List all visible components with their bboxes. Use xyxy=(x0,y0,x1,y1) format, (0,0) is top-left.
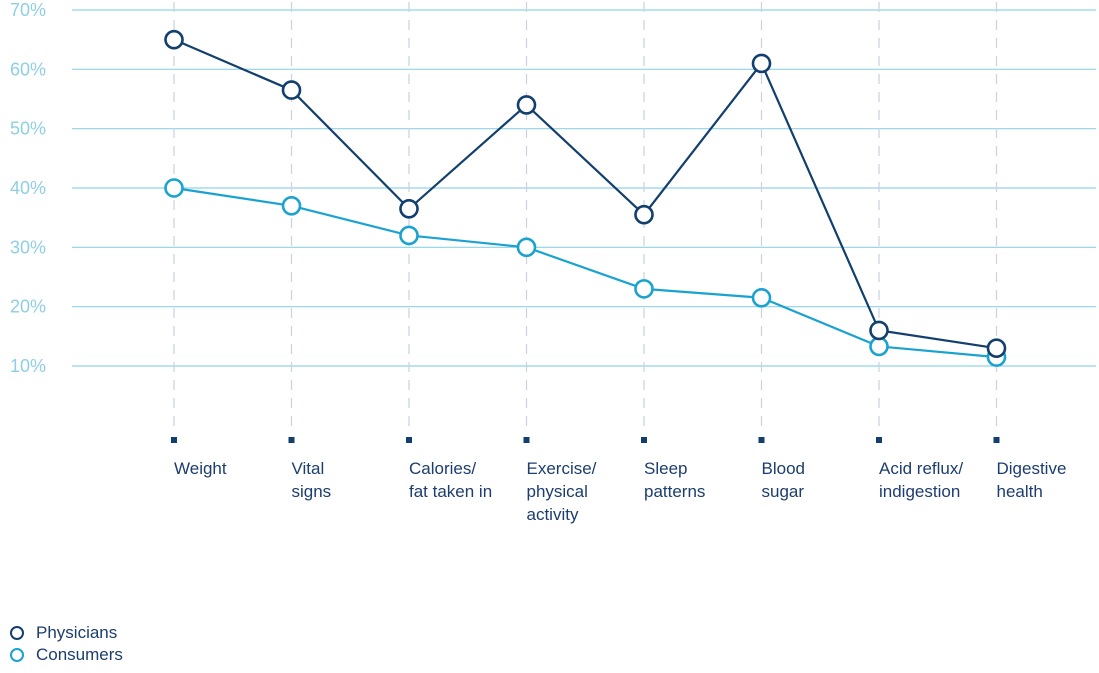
consumers-line xyxy=(173,186,997,359)
y-tick-label: 50% xyxy=(10,119,46,139)
y-tick-label: 40% xyxy=(10,178,46,198)
x-axis-tick-marks xyxy=(171,437,1000,443)
consumers-point xyxy=(516,237,537,258)
x-tick-mark xyxy=(523,437,530,443)
legend-item-consumers: Consumers xyxy=(10,644,123,666)
physicians-point xyxy=(281,80,302,100)
consumers-point xyxy=(281,196,302,216)
y-tick-label: 60% xyxy=(10,59,46,79)
x-tick-mark xyxy=(876,437,882,443)
legend-label-consumers: Consumers xyxy=(36,645,123,664)
x-category-label: Weight xyxy=(174,459,227,478)
consumers-point xyxy=(164,178,184,198)
consumers-point xyxy=(869,336,889,357)
x-category-label: Blood sugar xyxy=(762,459,805,501)
y-tick-label: 30% xyxy=(10,237,46,257)
x-category-label: Digestive health xyxy=(997,459,1067,501)
x-category-label: Acid reflux/indigestion xyxy=(879,459,963,501)
x-tick-mark xyxy=(288,437,295,443)
physicians-marker-icon xyxy=(10,626,24,640)
series-lines xyxy=(164,29,1007,367)
consumers-marker-icon xyxy=(10,648,24,662)
consumers-point xyxy=(634,279,654,299)
x-tick-mark xyxy=(993,437,1000,443)
x-category-label: Exercise/physical activity xyxy=(527,459,597,524)
physicians-point xyxy=(164,29,184,50)
y-tick-label: 10% xyxy=(10,356,46,376)
category-guides xyxy=(173,2,998,428)
x-tick-mark xyxy=(641,437,647,443)
consumers-point xyxy=(399,225,419,246)
physicians-line xyxy=(173,38,997,350)
legend-label-physicians: Physicians xyxy=(36,623,118,642)
gridlines xyxy=(72,9,1096,367)
x-tick-mark xyxy=(171,437,177,443)
physicians-point xyxy=(986,338,1007,359)
y-tick-label: 70% xyxy=(10,0,46,20)
physicians-point xyxy=(869,320,889,341)
legend-item-physicians: Physicians xyxy=(10,622,123,644)
x-category-label: Sleep patterns xyxy=(644,459,705,501)
physicians-point xyxy=(634,204,654,225)
physicians-point xyxy=(516,95,537,115)
physicians-point xyxy=(399,198,419,219)
x-category-label: Vital signs xyxy=(292,459,332,501)
consumers-point xyxy=(751,287,772,308)
y-tick-label: 20% xyxy=(10,297,46,317)
x-category-label: Calories/fat taken in xyxy=(409,459,492,501)
physicians-point xyxy=(751,53,772,74)
x-tick-mark xyxy=(758,437,765,443)
x-tick-mark xyxy=(406,437,412,443)
legend: Physicians Consumers xyxy=(10,622,123,666)
x-axis-category-labels: Weight Vital signs Calories/fat taken in Exe… xyxy=(174,459,1066,524)
y-axis-tick-labels: 10% 20% 30% 40% 50% 60% 70% xyxy=(10,0,46,376)
